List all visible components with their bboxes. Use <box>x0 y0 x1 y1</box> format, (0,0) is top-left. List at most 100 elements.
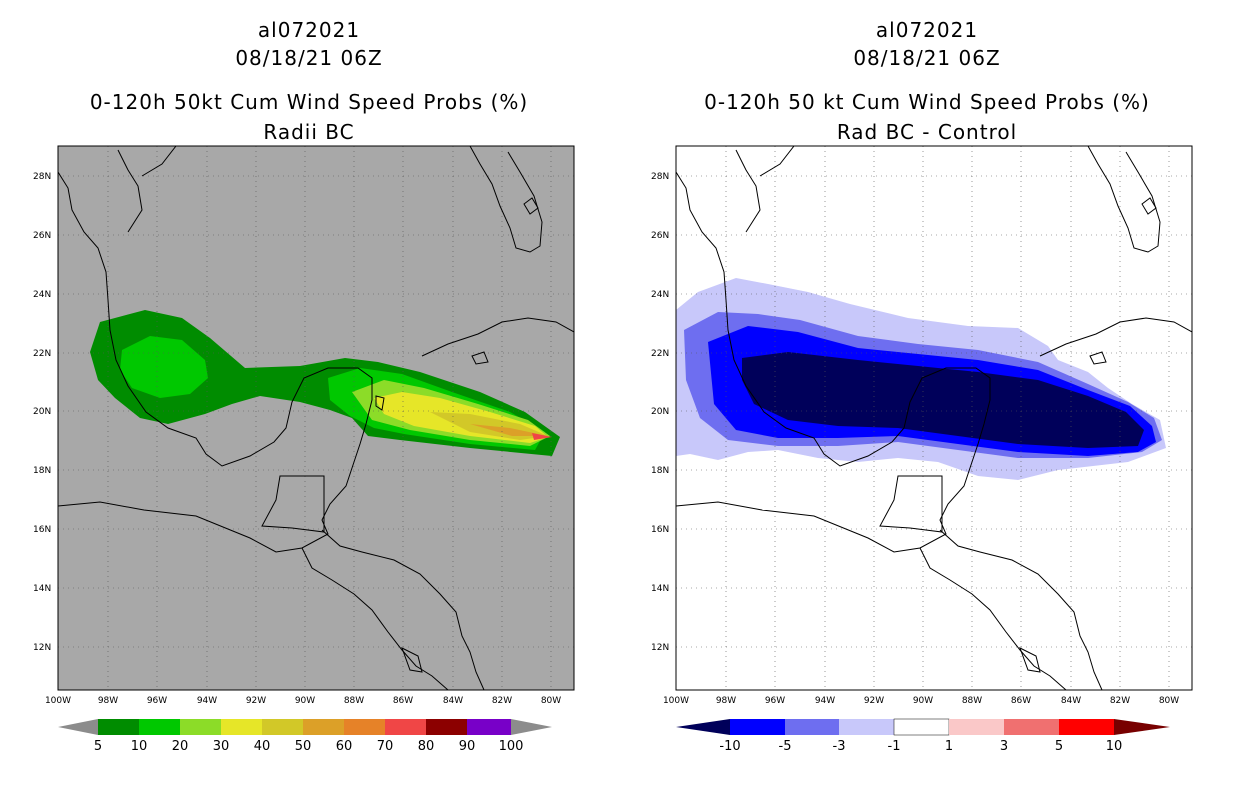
colorbar: 5 10 20 30 40 50 60 70 80 90 100 <box>58 719 552 754</box>
lon-label: 98W <box>716 696 736 706</box>
lon-label: 86W <box>1011 696 1031 706</box>
colorbar-label: 50 <box>295 739 312 754</box>
colorbar-label: -5 <box>779 739 792 754</box>
lon-label: 82W <box>1110 696 1130 706</box>
lon-label: 88W <box>344 696 364 706</box>
map-frame <box>675 145 1193 691</box>
contour-50 <box>470 424 548 436</box>
colorbar-swatch <box>98 719 139 735</box>
lon-label: 82W <box>492 696 512 706</box>
datetime: 08/18/21 06Z <box>853 46 1001 70</box>
contour-minus-10 <box>742 352 1144 448</box>
colorbar-end-right <box>511 719 552 735</box>
lat-label: 16N <box>33 525 51 535</box>
lat-label: 20N <box>33 407 51 417</box>
colorbar-label: 40 <box>254 739 271 754</box>
lon-label: 98W <box>98 696 118 706</box>
colorbar-label: 30 <box>213 739 230 754</box>
colorbar-swatch <box>730 719 785 735</box>
lon-label: 94W <box>815 696 835 706</box>
grid-lines <box>58 146 574 690</box>
colorbar-swatch <box>344 719 385 735</box>
colorbar-label: -3 <box>833 739 846 754</box>
lat-label: 24N <box>651 290 669 300</box>
lon-label: 92W <box>864 696 884 706</box>
map-frame <box>57 145 575 691</box>
lon-label: 92W <box>246 696 266 706</box>
lon-label: 96W <box>147 696 167 706</box>
grid-lines <box>676 146 1192 690</box>
lon-label: 86W <box>393 696 413 706</box>
lat-label: 12N <box>33 643 51 653</box>
lat-label: 24N <box>33 290 51 300</box>
colorbar-swatch <box>839 719 894 735</box>
lon-label: 100W <box>663 696 689 706</box>
colorbar-swatch <box>180 719 221 735</box>
colorbar-swatch <box>1059 719 1114 735</box>
lon-labels: 100W 98W 96W 94W 92W 90W 88W 86W 84W 82W… <box>663 696 1179 706</box>
lat-label: 20N <box>651 407 669 417</box>
probability-contours <box>90 310 560 456</box>
colorbar-label: 10 <box>1106 739 1123 754</box>
colorbar-swatch <box>785 719 839 735</box>
lon-label: 96W <box>765 696 785 706</box>
lon-label: 80W <box>1159 696 1179 706</box>
colorbar-label: 3 <box>1000 739 1008 754</box>
lon-label: 80W <box>541 696 561 706</box>
right-panel: al072021 08/18/21 06Z 0-120h 50 kt Cum W… <box>618 0 1236 800</box>
map-title: 0-120h 50kt Cum Wind Speed Probs (%) <box>89 90 529 114</box>
lat-label: 14N <box>651 584 669 594</box>
colorbar-label: 90 <box>459 739 476 754</box>
map-svg-left: 28N 26N 24N 22N 20N 18N 16N 14N 12N 100W… <box>33 145 575 754</box>
lon-label: 94W <box>197 696 217 706</box>
left-panel: al072021 08/18/21 06Z 0-120h 50kt Cum Wi… <box>33 18 575 754</box>
colorbar-label: 100 <box>499 739 524 754</box>
lon-label: 84W <box>443 696 463 706</box>
lon-label: 84W <box>1061 696 1081 706</box>
colorbar-swatch <box>303 719 344 735</box>
colorbar-label: 10 <box>131 739 148 754</box>
colorbar-end-left <box>58 719 98 735</box>
lat-label: 14N <box>33 584 51 594</box>
colorbar-label: -1 <box>888 739 901 754</box>
lat-label: 16N <box>651 525 669 535</box>
colorbar-swatch <box>426 719 467 735</box>
coastlines <box>676 146 1192 690</box>
colorbar-end-right <box>1114 719 1170 735</box>
lon-label: 88W <box>962 696 982 706</box>
map-subtitle: Radii BC <box>263 120 355 144</box>
map-title: 0-120h 50 kt Cum Wind Speed Probs (%) <box>704 90 1150 114</box>
colorbar-label: 70 <box>377 739 394 754</box>
colorbar-label: 5 <box>94 739 102 754</box>
lat-label: 18N <box>651 466 669 476</box>
colorbar-end-left <box>676 719 730 735</box>
colorbar-swatch <box>949 719 1004 735</box>
colorbar-label: 80 <box>418 739 435 754</box>
lat-label: 12N <box>651 643 669 653</box>
lon-label: 90W <box>295 696 315 706</box>
coastlines <box>58 146 574 690</box>
storm-id: al072021 <box>257 18 361 42</box>
contour-70 <box>532 433 552 440</box>
lat-label: 22N <box>33 349 51 359</box>
colorbar-swatch <box>262 719 303 735</box>
colorbar-label: 60 <box>336 739 353 754</box>
lat-label: 26N <box>33 231 51 241</box>
lon-label: 90W <box>913 696 933 706</box>
map-subtitle: Rad BC - Control <box>836 120 1018 144</box>
colorbar-label: -10 <box>719 739 740 754</box>
lat-label: 28N <box>651 172 669 182</box>
lat-label: 26N <box>651 231 669 241</box>
colorbar-swatch <box>1004 719 1059 735</box>
colorbar-swatch <box>139 719 180 735</box>
colorbar-swatch <box>221 719 262 735</box>
storm-id: al072021 <box>875 18 979 42</box>
colorbar-label: 5 <box>1055 739 1063 754</box>
lon-label: 100W <box>45 696 71 706</box>
datetime: 08/18/21 06Z <box>235 46 383 70</box>
lat-labels: 28N 26N 24N 22N 20N 18N 16N 14N 12N <box>33 172 51 653</box>
lon-labels: 100W 98W 96W 94W 92W 90W 88W 86W 84W 82W… <box>45 696 561 706</box>
map-svg-right: 28N 26N 24N 22N 20N 18N 16N 14N 12N 100W… <box>651 145 1193 754</box>
lat-label: 28N <box>33 172 51 182</box>
colorbar-swatch <box>385 719 426 735</box>
